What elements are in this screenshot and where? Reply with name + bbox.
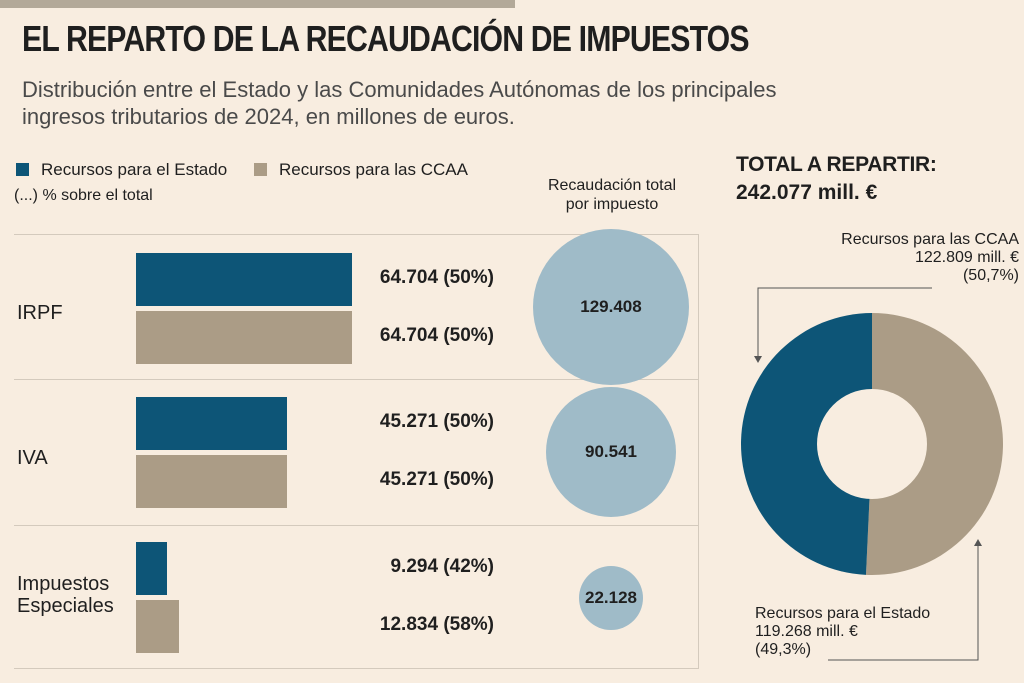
row-divider — [14, 525, 699, 526]
bar-ccaa — [136, 311, 352, 364]
total-bubble: 129.408 — [533, 229, 689, 385]
legend-swatch-estado — [16, 163, 29, 176]
bar-ccaa — [136, 600, 179, 653]
page-subtitle: Distribución entre el Estado y las Comun… — [22, 76, 922, 130]
donut-estado-label: Recursos para el Estado — [755, 605, 931, 622]
bar-estado — [136, 253, 352, 306]
total-value: 242.077 mill. € — [736, 181, 878, 204]
legend-item-estado: Recursos para el Estado — [16, 160, 227, 180]
bar-value-label-ccaa: 64.704 (50%) — [379, 325, 494, 346]
donut-annotation-estado: Recursos para el Estado 119.268 mill. € … — [755, 605, 930, 659]
row-divider — [14, 379, 699, 380]
legend-item-ccaa: Recursos para las CCAA — [254, 160, 468, 180]
donut-hole — [817, 389, 927, 499]
legend-label-estado: Recursos para el Estado — [41, 160, 228, 179]
row-label: IVA — [17, 447, 48, 469]
total-bubble: 22.128 — [578, 565, 644, 631]
donut-ccaa-value: 122.809 mill. € — [914, 249, 1019, 266]
leader-arrow-ccaa — [754, 356, 762, 363]
donut-slice-estado — [741, 313, 872, 575]
row-divider — [14, 668, 699, 669]
leader-arrow-estado — [974, 539, 982, 546]
row-divider — [14, 234, 699, 235]
bar-value-label-estado: 9.294 (42%) — [390, 556, 494, 577]
bar-value-label-ccaa: 45.271 (50%) — [379, 469, 494, 490]
bar-value-label-ccaa: 12.834 (58%) — [379, 614, 494, 635]
column-header-line-2: por impuesto — [565, 196, 659, 213]
subtitle-line-1: Distribución entre el Estado y las Comun… — [22, 77, 777, 102]
row-label: IRPF — [17, 302, 63, 324]
donut-slices — [741, 313, 1004, 575]
legend-note: (...) % sobre el total — [14, 187, 153, 204]
donut-annotation-ccaa: Recursos para las CCAA 122.809 mill. € (… — [829, 231, 1019, 285]
donut-chart — [741, 287, 1004, 661]
bar-value-label-estado: 64.704 (50%) — [379, 267, 494, 288]
donut-estado-pct: (49,3%) — [755, 641, 812, 658]
page-title: EL REPARTO DE LA RECAUDACIÓN DE IMPUESTO… — [22, 18, 750, 59]
leader-line-ccaa — [757, 287, 932, 360]
row-label: Impuestos Especiales — [17, 573, 114, 617]
legend-swatch-ccaa — [254, 163, 267, 176]
donut-slice-ccaa — [865, 313, 1004, 575]
column-divider — [698, 235, 699, 668]
donut-ccaa-pct: (50,7%) — [962, 267, 1019, 284]
column-header-line-1: Recaudación total — [547, 177, 677, 194]
total-label: TOTAL A REPARTIR: — [736, 153, 937, 176]
bar-estado — [136, 397, 287, 450]
bar-value-label-estado: 45.271 (50%) — [379, 411, 494, 432]
top-accent-bar — [0, 0, 515, 8]
subtitle-line-2: ingresos tributarios de 2024, en millone… — [22, 104, 515, 129]
bar-ccaa — [136, 455, 287, 508]
bar-estado — [136, 542, 167, 595]
donut-ccaa-label: Recursos para las CCAA — [841, 231, 1019, 248]
column-header-recaudacion: Recaudación total por impuesto — [522, 176, 702, 214]
legend-label-ccaa: Recursos para las CCAA — [279, 160, 468, 179]
leader-line-estado — [828, 542, 979, 661]
total-bubble: 90.541 — [545, 386, 677, 518]
donut-estado-value: 119.268 mill. € — [755, 623, 858, 640]
